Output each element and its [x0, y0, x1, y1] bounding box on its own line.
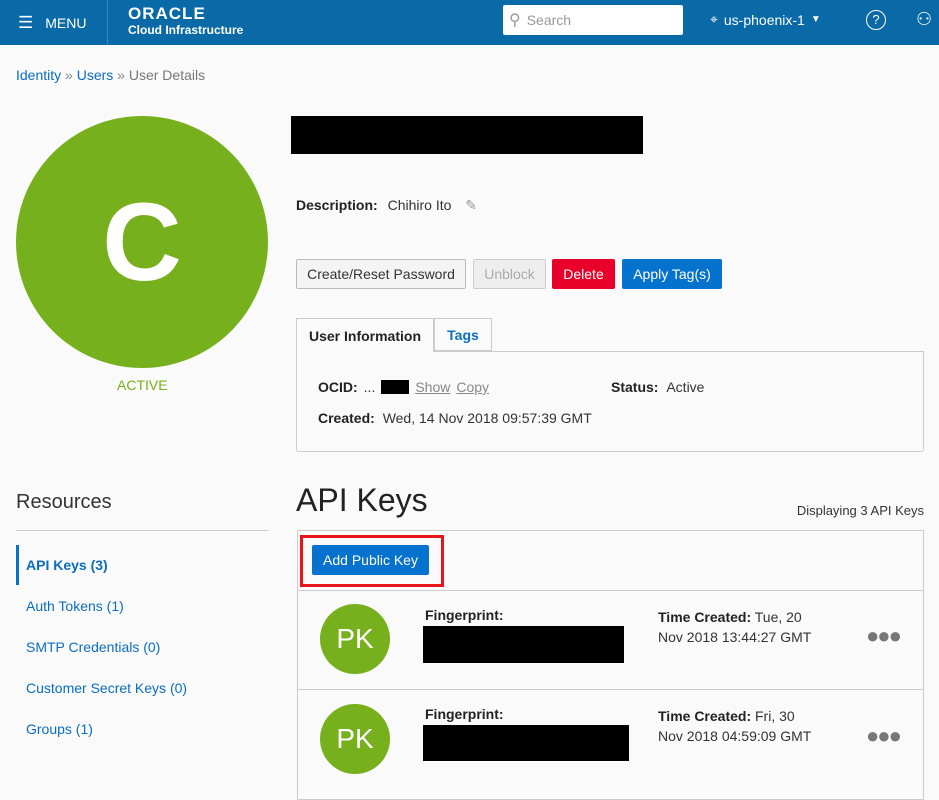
resource-api-keys[interactable]: API Keys (3)	[26, 557, 108, 573]
resource-customer-secret-keys[interactable]: Customer Secret Keys (0)	[26, 680, 188, 696]
copy-ocid-link[interactable]: Copy	[456, 379, 490, 395]
search-icon: ⚲	[509, 12, 521, 29]
user-status: ACTIVE	[117, 377, 168, 393]
redacted-fingerprint	[423, 725, 629, 761]
hamburger-icon: ☰	[18, 13, 34, 32]
add-public-key-button[interactable]: Add Public Key	[312, 545, 429, 575]
highlight-box	[300, 535, 444, 587]
breadcrumb-users[interactable]: Users	[76, 67, 114, 83]
region-selector[interactable]: ⌖ us-phoenix-1 ▼	[710, 11, 821, 28]
tab-user-information[interactable]: User Information	[296, 318, 434, 352]
unblock-button[interactable]: Unblock	[473, 259, 546, 289]
user-avatar: C	[16, 116, 268, 368]
location-pin-icon: ⌖	[710, 11, 718, 27]
api-keys-count: Displaying 3 API Keys	[796, 503, 924, 518]
description: Description: Chihiro Ito ✎	[296, 197, 478, 213]
delete-button[interactable]: Delete	[552, 259, 615, 289]
search-input[interactable]: ⚲ Search	[503, 5, 683, 35]
breadcrumb: Identity » Users » User Details	[16, 67, 206, 83]
user-info-panel: OCID: ... Show Copy Status: Active Creat…	[296, 351, 924, 452]
help-icon[interactable]: ?	[866, 10, 886, 30]
chevron-down-icon: ▼	[810, 14, 821, 25]
resource-groups[interactable]: Groups (1)	[26, 721, 93, 737]
resources-title: Resources	[16, 491, 112, 513]
redacted-fingerprint	[423, 626, 624, 663]
apply-tags-button[interactable]: Apply Tag(s)	[622, 259, 722, 289]
api-key-row: PK Fingerprint: Time Created: Tue, 20 Nov…	[298, 591, 923, 690]
key-avatar: PK	[320, 604, 390, 674]
api-keys-title: API Keys	[296, 482, 428, 518]
more-actions-icon[interactable]: ●●●	[866, 623, 902, 648]
resource-auth-tokens[interactable]: Auth Tokens (1)	[26, 598, 124, 614]
breadcrumb-identity[interactable]: Identity	[16, 67, 62, 83]
user-profile-icon[interactable]: ⚇	[916, 9, 933, 29]
divider	[107, 0, 108, 45]
active-indicator	[16, 545, 19, 585]
tab-tags[interactable]: Tags	[434, 318, 492, 351]
resource-smtp-credentials[interactable]: SMTP Credentials (0)	[26, 639, 161, 655]
oracle-logo[interactable]: ORACLE Cloud Infrastructure	[128, 4, 244, 38]
menu-button[interactable]: ☰ MENU	[18, 13, 87, 32]
api-keys-table: Add Public Key PK Fingerprint: Time Crea…	[297, 530, 924, 800]
key-avatar: PK	[320, 704, 390, 774]
create-reset-password-button[interactable]: Create/Reset Password	[296, 259, 466, 289]
show-ocid-link[interactable]: Show	[415, 379, 451, 395]
api-key-row: PK Fingerprint: Time Created: Fri, 30 Nov…	[298, 691, 923, 790]
more-actions-icon[interactable]: ●●●	[866, 723, 902, 748]
edit-pencil-icon[interactable]: ✎	[465, 197, 478, 213]
top-nav-bar: ☰ MENU ORACLE Cloud Infrastructure ⚲ Sea…	[0, 0, 939, 45]
divider	[16, 530, 268, 531]
redacted-username	[291, 116, 643, 154]
redacted-ocid	[381, 380, 410, 394]
